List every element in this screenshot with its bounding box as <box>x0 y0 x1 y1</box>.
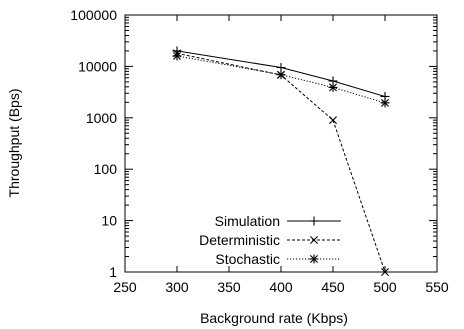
plot-area <box>124 14 438 273</box>
legend-marker <box>309 216 319 226</box>
x-tick-label: 350 <box>217 279 241 295</box>
legend-entry: Deterministic <box>199 232 341 248</box>
x-tick-label: 450 <box>321 279 345 295</box>
series-line <box>176 55 386 104</box>
marker-stroke <box>381 268 389 276</box>
marker-stroke <box>277 70 285 79</box>
y-tick-label: 100000 <box>70 7 117 23</box>
legend-marker <box>309 254 319 264</box>
legend-marker <box>310 236 318 244</box>
y-tick-label: 10 <box>101 213 117 229</box>
legend-entry: Simulation <box>215 213 341 229</box>
x-tick-label: 300 <box>165 279 189 295</box>
series-stochastic <box>172 51 390 108</box>
data-point <box>328 82 338 92</box>
x-tick-label: 550 <box>425 279 449 295</box>
marker-stroke <box>310 236 318 244</box>
plot-frame <box>124 14 438 273</box>
y-tick-label: 10000 <box>78 58 117 74</box>
data-point <box>172 51 182 61</box>
y-axis-ticks: 1 10 100 1000 10000 100000 <box>70 7 437 280</box>
legend-label: Deterministic <box>199 232 280 248</box>
y-tick-label: 1000 <box>86 110 117 126</box>
y-axis-label: Throughput (Bps) <box>6 89 22 198</box>
x-tick-label: 500 <box>373 279 397 295</box>
x-axis-ticks: 250 300 350 400 450 500 550 <box>113 15 449 295</box>
data-point <box>381 268 389 276</box>
data-point <box>380 98 390 108</box>
marker-stroke <box>173 51 181 60</box>
marker-stroke <box>329 116 337 125</box>
marker-stroke <box>329 83 337 92</box>
legend-label: Simulation <box>215 213 280 229</box>
series-line <box>176 52 386 273</box>
x-tick-label: 400 <box>269 279 293 295</box>
data-point <box>329 116 337 125</box>
legend: Simulation Deterministic Stochastic <box>199 213 341 267</box>
x-axis-label: Background rate (Kbps) <box>200 310 348 326</box>
marker-stroke <box>381 98 389 107</box>
y-tick-label: 1 <box>109 264 117 280</box>
series-layer <box>172 46 390 276</box>
legend-label: Stochastic <box>215 251 280 267</box>
x-tick-label: 250 <box>113 279 137 295</box>
marker-stroke <box>310 255 318 263</box>
data-point <box>276 70 286 80</box>
series-line <box>176 50 386 97</box>
legend-entry: Stochastic <box>215 251 341 267</box>
y-tick-label: 100 <box>94 161 118 177</box>
